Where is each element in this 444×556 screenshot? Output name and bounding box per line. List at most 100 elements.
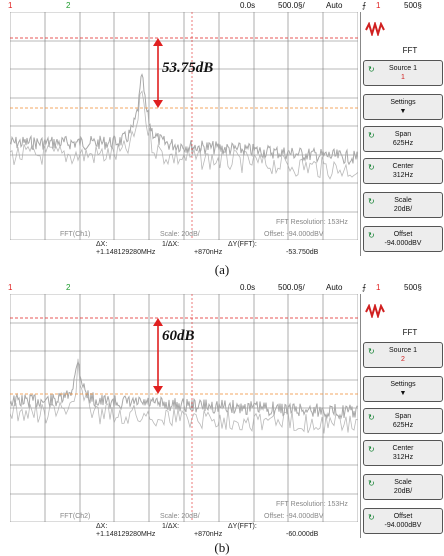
rotate-icon: ↻ <box>368 197 375 206</box>
fft-scale: Scale: 20dB/ <box>160 231 200 238</box>
offset-button[interactable]: ↻ Offset -94.000dBV <box>363 508 443 534</box>
span-button[interactable]: ↻ Span 625Hz <box>363 408 443 434</box>
time-per-division: 500.0§/ <box>278 283 305 292</box>
scale-label: Scale <box>394 479 412 486</box>
trigger-icon: ⨍ <box>362 283 367 292</box>
rotate-icon: ↻ <box>368 231 375 240</box>
amplitude-annotation: 53.75dB <box>162 60 214 76</box>
center-value: 312Hz <box>392 454 414 461</box>
arrow-head-down <box>153 386 163 394</box>
trigger-channel: 1 <box>376 283 381 292</box>
fft-plot <box>9 11 359 241</box>
status-bar: 1 2 0.0s 500.0§/ Auto ⨍ 1 500§ <box>0 282 444 294</box>
rotate-icon: ↻ <box>368 413 375 422</box>
delta-x-label: ΔX: <box>96 241 108 248</box>
delta-y-value: -60.000dB <box>286 531 319 538</box>
fft-menu-title: FFT <box>402 328 418 337</box>
channel-1-indicator[interactable]: 1 <box>8 1 13 10</box>
channel-2-indicator[interactable]: 2 <box>66 1 71 10</box>
acquisition-mode: Auto <box>326 1 343 10</box>
trigger-level: 500§ <box>404 283 422 292</box>
spectrum-trace <box>9 360 359 420</box>
fft-readout: FFT Resolution: 153Hz FFT(Ch1) Scale: 20… <box>0 219 444 256</box>
fft-logo-icon <box>365 302 387 323</box>
scope-panel-b: 1 2 0.0s 500.0§/ Auto ⨍ 1 500§ 60dB FFT … <box>0 282 444 555</box>
scale-button[interactable]: ↻ Scale 20dB/ <box>363 192 443 218</box>
time-per-division: 500.0§/ <box>278 1 305 10</box>
center-button[interactable]: ↻ Center 312Hz <box>363 440 443 466</box>
arrow-head-up <box>153 318 163 326</box>
fft-channel: FFT(Ch1) <box>60 231 91 238</box>
delta-x-value: +1.148129280MHz <box>96 249 156 256</box>
span-label: Span <box>394 131 412 138</box>
settings-label: Settings <box>390 99 416 106</box>
fft-menu-title: FFT <box>402 46 418 55</box>
settings-button[interactable]: Settings ▼ <box>363 376 443 402</box>
delta-y-value: -53.750dB <box>286 249 319 256</box>
fft-menu: FFT ↻ Source 1 2 Settings ▼ ↻ Span 625Hz… <box>360 294 444 538</box>
inv-delta-x-label: 1/ΔX: <box>162 241 180 248</box>
source-label: Source 1 <box>388 347 418 354</box>
trigger-icon: ⨍ <box>362 1 367 10</box>
fft-resolution: FFT Resolution: 153Hz <box>276 219 348 226</box>
scale-value: 20dB/ <box>393 488 413 495</box>
source-label: Source 1 <box>388 65 418 72</box>
delta-x-value: +1.148129280MHz <box>96 531 156 538</box>
delta-y-label: ΔY(FFT): <box>228 241 257 248</box>
scope-panel-a: 1 2 0.0s 500.0§/ Auto ⨍ 1 500§ 53.75dB F… <box>0 0 444 277</box>
rotate-icon: ↻ <box>368 131 375 140</box>
caption-b: (b) <box>214 540 230 555</box>
span-value: 625Hz <box>392 422 414 429</box>
arrow-head-up <box>153 38 163 46</box>
channel-1-indicator[interactable]: 1 <box>8 283 13 292</box>
offset-value: -94.000dBV <box>384 240 422 247</box>
down-arrow-icon: ▼ <box>399 108 407 115</box>
fft-channel: FFT(Ch2) <box>60 513 91 520</box>
rotate-icon: ↻ <box>368 65 375 74</box>
spectrum-trace <box>9 73 359 166</box>
delta-y-label: ΔY(FFT): <box>228 523 257 530</box>
scale-label: Scale <box>394 197 412 204</box>
arrow-head-down <box>153 100 163 108</box>
source-button[interactable]: ↻ Source 1 1 <box>363 60 443 86</box>
fft-offset: Offset: -94.000dBV <box>264 231 324 238</box>
center-button[interactable]: ↻ Center 312Hz <box>363 158 443 184</box>
delta-x-label: ΔX: <box>96 523 108 530</box>
span-value: 625Hz <box>392 140 414 147</box>
offset-label: Offset <box>393 513 413 520</box>
span-button[interactable]: ↻ Span 625Hz <box>363 126 443 152</box>
span-label: Span <box>394 413 412 420</box>
source-button[interactable]: ↻ Source 1 2 <box>363 342 443 368</box>
rotate-icon: ↻ <box>368 347 375 356</box>
fft-display[interactable] <box>9 293 359 523</box>
scale-button[interactable]: ↻ Scale 20dB/ <box>363 474 443 500</box>
offset-value: -94.000dBV <box>384 522 422 529</box>
rotate-icon: ↻ <box>368 163 375 172</box>
center-label: Center <box>392 445 414 452</box>
spectrum-noise <box>9 90 359 180</box>
amplitude-annotation: 60dB <box>162 328 195 344</box>
trigger-level: 500§ <box>404 1 422 10</box>
spectrum-noise <box>9 358 359 434</box>
caption-a: (a) <box>214 262 230 277</box>
rotate-icon: ↻ <box>368 513 375 522</box>
settings-button[interactable]: Settings ▼ <box>363 94 443 120</box>
inv-delta-x-value: +870nHz <box>194 531 223 538</box>
center-label: Center <box>392 163 414 170</box>
source-value: 1 <box>401 74 405 81</box>
source-value: 2 <box>401 356 405 363</box>
offset-button[interactable]: ↻ Offset -94.000dBV <box>363 226 443 252</box>
settings-label: Settings <box>390 381 416 388</box>
inv-delta-x-label: 1/ΔX: <box>162 523 180 530</box>
status-bar: 1 2 0.0s 500.0§/ Auto ⨍ 1 500§ <box>0 0 444 12</box>
fft-display[interactable] <box>9 11 359 241</box>
rotate-icon: ↻ <box>368 445 375 454</box>
fft-resolution: FFT Resolution: 153Hz <box>276 501 348 508</box>
scale-value: 20dB/ <box>393 206 413 213</box>
down-arrow-icon: ▼ <box>399 390 407 397</box>
acquisition-mode: Auto <box>326 283 343 292</box>
fft-logo-icon <box>365 20 387 41</box>
channel-2-indicator[interactable]: 2 <box>66 283 71 292</box>
fft-scale: Scale: 20dB/ <box>160 513 200 520</box>
time-position: 0.0s <box>240 283 256 292</box>
